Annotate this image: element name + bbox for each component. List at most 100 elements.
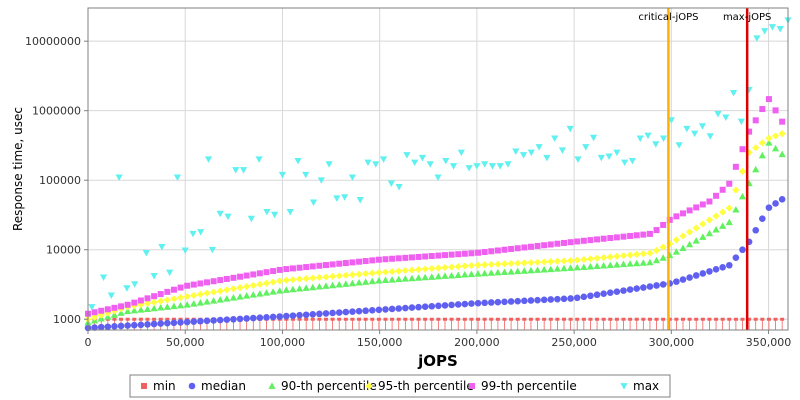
data-point (357, 317, 362, 321)
data-point (461, 262, 469, 270)
data-point (773, 317, 778, 321)
data-point (732, 254, 740, 261)
data-point (520, 259, 528, 267)
data-point (401, 266, 409, 275)
data-point (229, 285, 238, 293)
data-point (329, 272, 337, 281)
data-point (166, 269, 174, 277)
data-point (243, 292, 251, 299)
data-point (732, 163, 739, 170)
data-point (210, 278, 217, 285)
data-point (692, 272, 700, 279)
data-point (474, 261, 482, 269)
data-point (329, 309, 336, 317)
data-point (144, 321, 151, 328)
data-point (342, 260, 349, 267)
data-point (707, 317, 712, 321)
data-point (521, 297, 528, 305)
data-point (184, 282, 191, 289)
data-point (725, 204, 733, 212)
data-point (362, 258, 369, 265)
data-point (514, 297, 522, 305)
data-point (302, 311, 310, 319)
data-point (683, 125, 691, 133)
data-point (772, 200, 779, 207)
data-point (322, 273, 330, 281)
data-point (675, 142, 683, 149)
data-point (223, 295, 231, 302)
data-point (422, 253, 429, 260)
data-point (534, 242, 541, 249)
data-point (639, 250, 647, 258)
data-point (369, 257, 376, 264)
data-point (295, 275, 304, 283)
x-axis-title: jOPS (417, 352, 458, 370)
data-point (190, 281, 197, 288)
data-point (276, 277, 284, 285)
data-point (317, 177, 325, 184)
data-point (474, 270, 482, 277)
data-point (348, 279, 357, 287)
data-point (454, 271, 462, 278)
data-point (705, 216, 714, 224)
data-point (448, 271, 456, 279)
data-point (627, 232, 634, 239)
data-point (348, 174, 357, 181)
data-point (348, 271, 357, 279)
data-point (686, 228, 694, 236)
data-point (315, 273, 323, 282)
data-point (171, 317, 176, 321)
data-point (636, 135, 644, 142)
data-point (144, 295, 151, 302)
data-point (573, 263, 581, 271)
marker-label: critical-jOPS (638, 12, 698, 23)
data-point (362, 278, 370, 285)
data-point (679, 276, 687, 283)
data-point (349, 308, 356, 315)
data-point (626, 286, 634, 293)
data-point (454, 262, 462, 271)
data-point (606, 253, 614, 261)
data-point (488, 248, 495, 255)
data-point (276, 313, 284, 320)
data-point (706, 133, 714, 140)
data-point (553, 265, 561, 272)
data-point (699, 233, 707, 240)
data-point (659, 281, 667, 288)
data-point (504, 161, 512, 168)
data-point (606, 261, 614, 269)
data-point (289, 285, 297, 293)
data-point (342, 280, 350, 287)
data-point (395, 267, 403, 275)
data-point (190, 291, 198, 300)
data-point (375, 268, 383, 277)
data-point (170, 295, 178, 303)
x-tick-label: 50,000 (166, 336, 205, 349)
reference-markers: critical-jOPS max-jOPS (638, 8, 771, 330)
data-point (173, 174, 182, 181)
data-point (527, 266, 535, 274)
data-point (593, 262, 601, 270)
data-point (197, 229, 205, 236)
y-tick-label: 100000 (39, 174, 81, 187)
data-point (752, 144, 760, 152)
data-point (401, 275, 409, 282)
data-point (204, 156, 213, 163)
data-point (646, 283, 654, 290)
data-point (286, 209, 294, 216)
data-point (381, 276, 390, 284)
data-point (104, 306, 111, 313)
data-point (712, 266, 720, 273)
data-point (216, 296, 224, 303)
data-point (203, 298, 211, 305)
data-point (714, 317, 719, 321)
data-point (601, 317, 606, 321)
data-point (368, 277, 376, 285)
data-point (448, 301, 455, 309)
data-point (501, 246, 508, 253)
data-point (778, 130, 786, 138)
data-point (600, 235, 607, 242)
data-point (395, 275, 403, 283)
data-point (223, 286, 231, 294)
data-point (333, 195, 341, 202)
